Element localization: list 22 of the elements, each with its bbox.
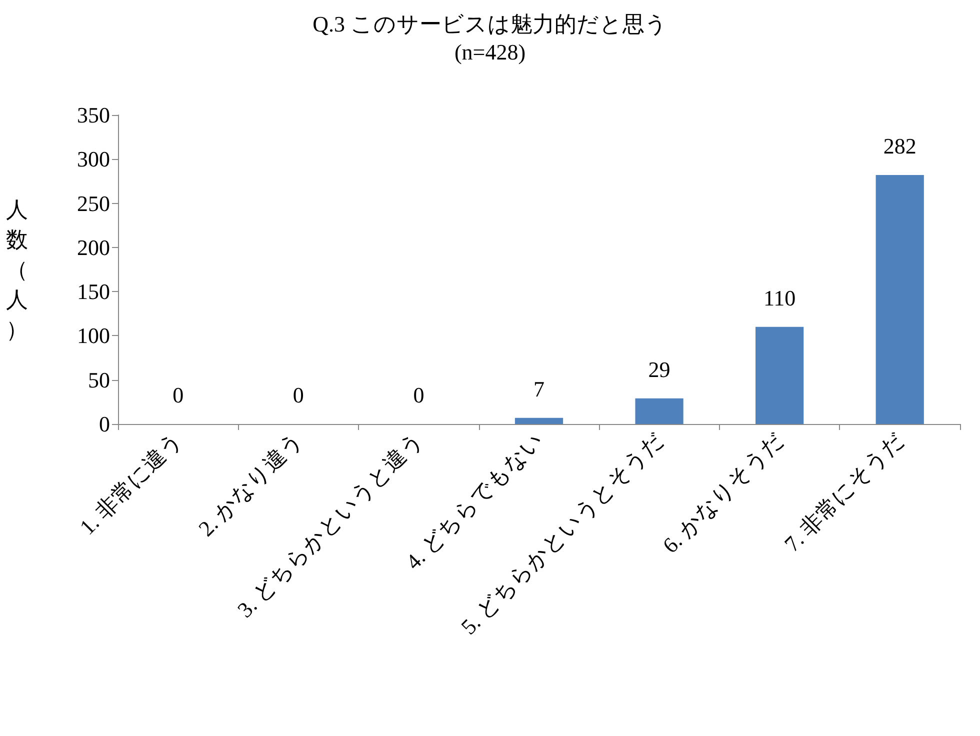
bar (756, 326, 804, 424)
y-tick-label: 200 (77, 234, 110, 260)
data-label: 0 (172, 382, 184, 408)
bar (635, 398, 684, 424)
y-tick-label: 350 (77, 102, 110, 128)
data-label: 282 (883, 134, 916, 159)
y-tick-label: 0 (99, 412, 110, 436)
data-label: 110 (763, 285, 796, 310)
y-axis-title: 人数（人） (6, 197, 28, 342)
chart-title: Q.3 このサービスは魅力的だと思う (312, 12, 668, 36)
y-tick-label: 250 (77, 190, 110, 216)
bar (514, 418, 564, 424)
data-label: 0 (292, 382, 304, 408)
y-tick-label: 300 (77, 146, 110, 172)
data-label: 7 (534, 376, 544, 402)
bar (876, 175, 924, 424)
y-tick-label: 150 (77, 279, 110, 304)
data-label: 29 (648, 356, 670, 382)
y-tick-label: 100 (77, 323, 110, 348)
data-label: 0 (413, 382, 424, 408)
y-tick-label: 50 (88, 367, 110, 392)
chart-subtitle: (n=428) (454, 40, 526, 64)
